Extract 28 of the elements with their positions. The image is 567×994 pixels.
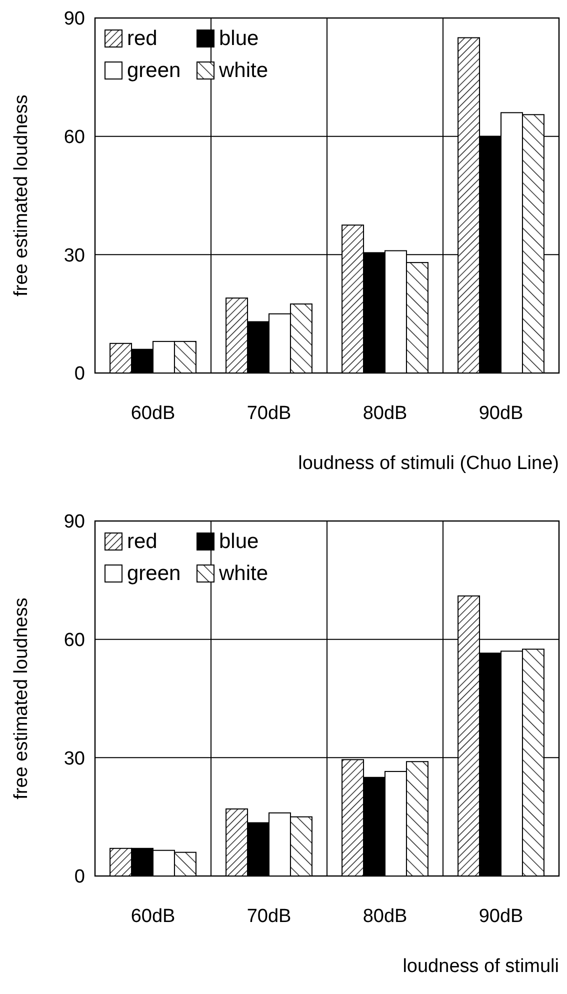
x-axis-title: loudness of stimuli bbox=[402, 956, 559, 977]
x-tick-label: 70dB bbox=[246, 906, 292, 927]
y-tick-label: 90 bbox=[64, 8, 85, 30]
x-tick-label: 90dB bbox=[478, 403, 524, 424]
y-tick-label: 0 bbox=[74, 364, 85, 385]
x-tick-label: 70dB bbox=[246, 403, 292, 424]
legend-label: blue bbox=[219, 530, 259, 553]
y-tick-label: 90 bbox=[64, 512, 85, 533]
legend-label: blue bbox=[219, 27, 259, 50]
y-axis-title: free estimated loudness bbox=[11, 94, 32, 296]
x-axis-title: loudness of stimuli (Chuo Line) bbox=[298, 453, 559, 474]
y-tick-label: 30 bbox=[64, 245, 85, 266]
legend-label: white bbox=[218, 562, 268, 585]
y-tick-label: 0 bbox=[74, 866, 85, 888]
y-axis-title: free estimated loudness bbox=[11, 598, 32, 800]
legend-label: green bbox=[127, 562, 181, 585]
x-tick-label: 90dB bbox=[478, 906, 524, 927]
x-tick-label: 80dB bbox=[362, 906, 408, 927]
x-tick-label: 60dB bbox=[130, 906, 176, 927]
legend-label: white bbox=[218, 59, 268, 82]
y-tick-label: 30 bbox=[64, 748, 85, 770]
legend-label: green bbox=[127, 59, 181, 82]
x-tick-label: 80dB bbox=[362, 403, 408, 424]
y-tick-label: 60 bbox=[64, 630, 85, 651]
legend-label: red bbox=[127, 530, 158, 553]
x-tick-label: 60dB bbox=[130, 403, 176, 424]
y-tick-label: 60 bbox=[64, 126, 85, 148]
legend-label: red bbox=[127, 27, 158, 50]
